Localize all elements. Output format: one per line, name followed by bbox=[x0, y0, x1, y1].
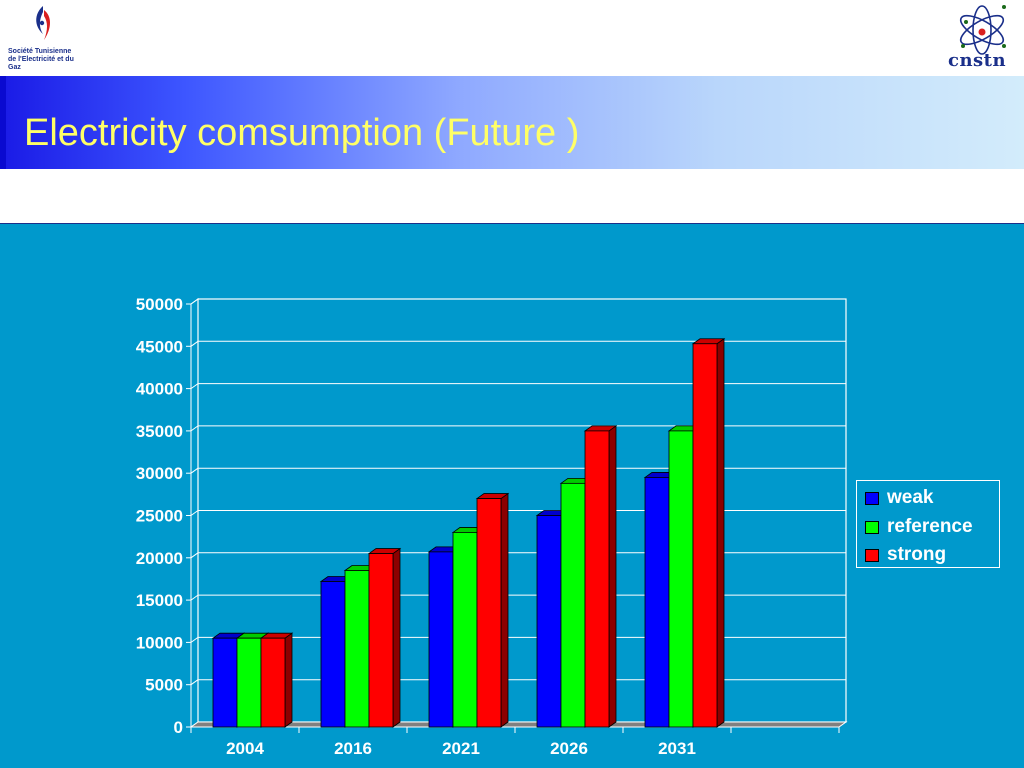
bar-weak-2004 bbox=[212, 637, 238, 728]
y-tick-label: 45000 bbox=[136, 337, 183, 356]
legend-label-strong: strong bbox=[887, 544, 947, 565]
bar-reference-2031 bbox=[668, 430, 694, 728]
bar-strong-2026 bbox=[584, 430, 610, 728]
gridline-side bbox=[190, 425, 199, 432]
steg-logo: Société Tunisienne de l'Electricité et d… bbox=[8, 4, 76, 72]
x-tick-label: 2004 bbox=[226, 739, 264, 758]
x-tick-label: 2016 bbox=[334, 739, 372, 758]
bar-reference-2004 bbox=[236, 637, 262, 728]
bar-weak-2016 bbox=[320, 581, 346, 728]
bar-strong-2031-side bbox=[716, 337, 725, 728]
x-tick-label: 2026 bbox=[550, 739, 588, 758]
bar-weak-2031 bbox=[644, 477, 670, 728]
legend-swatch-weak bbox=[865, 492, 879, 505]
cnstn-logo-text: cnstn bbox=[948, 50, 1007, 71]
bar-strong-2021-side bbox=[500, 492, 509, 728]
y-tick-label: 30000 bbox=[136, 464, 183, 483]
gridline-side bbox=[190, 383, 199, 390]
chart-legend: weak reference strong bbox=[856, 480, 1000, 568]
gridline-side bbox=[190, 636, 199, 643]
bar-strong-2004-side bbox=[284, 632, 293, 728]
header-band: Société Tunisienne de l'Electricité et d… bbox=[0, 0, 1024, 76]
bar-strong-2026-side bbox=[608, 425, 617, 728]
y-tick-label: 50000 bbox=[136, 295, 183, 314]
legend-label-reference: reference bbox=[887, 516, 973, 537]
bar-strong-2021 bbox=[476, 498, 502, 728]
bar-weak-2026 bbox=[536, 515, 562, 728]
flame-icon bbox=[36, 6, 50, 40]
gridline-side bbox=[190, 298, 199, 305]
title-band bbox=[0, 76, 1024, 169]
gridline-side bbox=[190, 340, 199, 347]
atom-icon bbox=[959, 5, 1006, 55]
y-tick-label: 20000 bbox=[136, 549, 183, 568]
legend-swatch-reference bbox=[865, 521, 879, 534]
x-tick-label: 2021 bbox=[442, 739, 480, 758]
y-tick-label: 0 bbox=[174, 718, 183, 737]
title-band-edge bbox=[0, 76, 6, 169]
legend-swatch-strong bbox=[865, 549, 879, 562]
bar-strong-2031 bbox=[692, 343, 718, 728]
steg-logo-text: Société Tunisienne de l'Electricité et d… bbox=[8, 48, 74, 71]
gridline-side bbox=[190, 467, 199, 474]
bar-reference-2026 bbox=[560, 482, 586, 728]
y-tick-label: 5000 bbox=[145, 676, 183, 695]
bar-strong-2016-side bbox=[392, 547, 401, 728]
cnstn-logo: cnstn bbox=[944, 0, 1024, 76]
bar-strong-2016 bbox=[368, 553, 394, 728]
y-tick-label: 40000 bbox=[136, 380, 183, 399]
gridline-side bbox=[190, 552, 199, 559]
bar-reference-2021 bbox=[452, 532, 478, 728]
gridline-side bbox=[190, 510, 199, 516]
legend-label-weak: weak bbox=[887, 487, 934, 508]
gridline-side bbox=[190, 594, 199, 601]
subtitle-strip bbox=[0, 169, 1024, 223]
y-tick-label: 25000 bbox=[136, 507, 183, 526]
y-tick-label: 35000 bbox=[136, 422, 183, 441]
slide-title: Electricity comsumption (Future ) bbox=[24, 112, 580, 154]
y-tick-label: 10000 bbox=[136, 633, 183, 652]
bar-reference-2016 bbox=[344, 570, 370, 728]
divider-line bbox=[0, 223, 1024, 224]
chart-background bbox=[0, 223, 1024, 768]
bar-weak-2021 bbox=[428, 551, 454, 728]
bar-strong-2004 bbox=[260, 637, 286, 728]
y-tick-label: 15000 bbox=[136, 591, 183, 610]
gridline-side bbox=[190, 679, 199, 686]
x-tick-label: 2031 bbox=[658, 739, 696, 758]
